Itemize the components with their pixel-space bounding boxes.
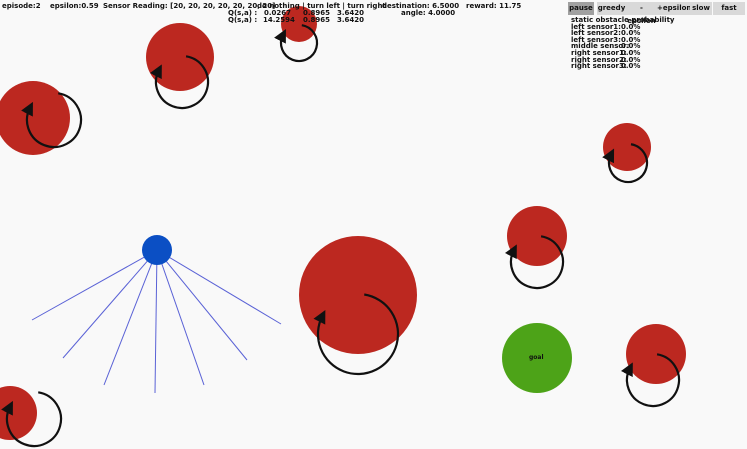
fast-button[interactable]: fast [713,2,745,15]
circular-arrow-icon [602,143,649,184]
destination-readout: destination: 6.5000 [382,2,460,10]
circular-arrow-icon [313,293,400,376]
obstacle-probability-panel: static obstacle probability left sensor1… [571,17,674,70]
sensor-ray-4 [154,249,158,394]
sensor-label: right sensor1: [571,48,627,57]
q-row-2-turn-left: 0.8965 [303,16,331,24]
obstacle-circle [603,123,651,171]
panel-title: static obstacle probability [571,16,675,24]
plus-epsilon-button[interactable]: +epsilon [657,2,691,15]
sensor-label: right sensor2: [571,55,627,64]
panel-row: left sensor3:0.0% [571,35,674,44]
panel-row: left sensor2:0.0% [571,30,674,37]
sensor-ray-6 [156,249,248,361]
sensor-value: 0.0% [621,22,641,31]
actions-header: do nothing | turn left | turn right [257,2,386,10]
goal-circle [502,323,572,393]
panel-row: right sensor3:0.0% [571,63,674,70]
reward-readout: reward: 11.75 [466,2,522,10]
q-label-2: Q(s,a) : [228,16,258,24]
obstacle-circle [299,236,417,354]
sensor-value: 0.0% [621,29,641,38]
sensor-ray-2 [62,249,158,359]
circular-arrow-icon [149,55,210,110]
angle-readout: angle: 4.0000 [401,9,456,17]
sensor-label: left sensor1: [571,22,621,31]
sensor-value: 0.0% [621,48,641,57]
circular-arrow-icon [21,92,83,149]
obstacle-circle [281,6,317,42]
obstacle-circle [146,23,214,91]
goal-label: goal [529,354,544,361]
sensor-label: left sensor3: [571,35,621,44]
episode-readout: episode:2 [2,2,41,10]
q-row-2-turn-right: 3.6420 [337,16,365,24]
q-row-2-do-nothing: 14.2594 [263,16,295,24]
circular-arrow-icon [620,353,681,408]
pause-button[interactable]: pause [568,2,594,15]
obstacle-circle [0,81,70,155]
circular-arrow-icon [504,235,565,290]
q-row-1-do-nothing: 0.0267 [264,9,292,17]
agent-circle [142,235,172,265]
obstacles [0,6,686,448]
obstacle-circle [0,386,37,440]
sensor-label: middle sensor: [571,42,630,51]
greedy-button[interactable]: greedy [597,2,626,15]
minus-epsilon-button[interactable]: -epsilon [626,2,657,25]
sensor-ray-3 [103,249,158,386]
q-row-1-turn-left: 0.8965 [303,9,331,17]
sensor-value: 0.0% [621,55,641,64]
panel-row: right sensor1:0.0% [571,50,674,57]
sensor-ray-7 [156,249,282,325]
sensor-ray-1 [31,249,158,321]
sensor-value: 0.0% [621,35,641,44]
panel-row: middle sensor:0.0% [571,43,674,50]
q-row-1-turn-right: 3.6420 [337,9,365,17]
q-label-1: Q(s,a) : [228,9,258,17]
panel-row: left sensor1:0.0% [571,22,674,31]
sensor-ray-5 [156,249,205,386]
obstacle-circle [626,324,686,384]
epsilon-readout: epsilon:0.59 [50,2,99,10]
sensor-value: 0.0% [621,62,641,71]
sensor-label: left sensor2: [571,29,621,38]
slow-button[interactable]: slow [690,2,712,15]
circular-arrow-icon [274,24,319,63]
circular-arrow-icon [1,391,63,448]
sensor-label: right sensor3: [571,62,627,71]
sensor-value: 0.0% [621,42,641,51]
sensor-reading-readout: Sensor Reading: [20, 20, 20, 20, 20, 20,… [103,2,276,10]
panel-row: right sensor2:0.0% [571,55,674,64]
obstacle-circle [507,206,567,266]
sensor-rays [31,249,282,394]
